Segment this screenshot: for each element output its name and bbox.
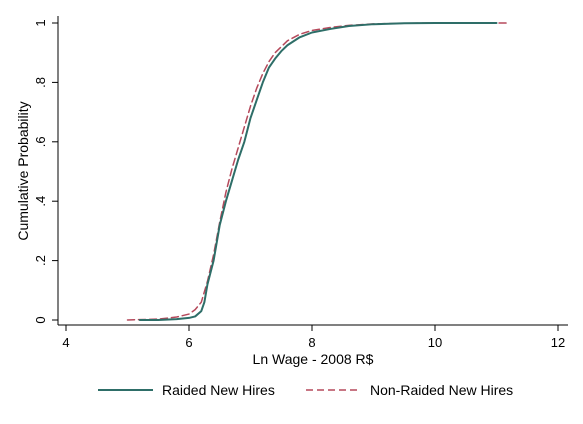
legend-label-raided: Raided New Hires	[162, 382, 275, 398]
y-axis-title: Cumulative Probability	[15, 101, 31, 240]
x-ticks: 4 6 8 10 12	[62, 325, 565, 350]
plot-area: 4 6 8 10 12 0 .2 .4 .6 .8 1	[33, 16, 568, 350]
y-tick-label: .8	[33, 77, 48, 88]
series-line-raided	[138, 22, 498, 321]
x-tick-label: 10	[428, 335, 442, 350]
y-tick-label: .6	[33, 136, 48, 147]
x-tick-label: 4	[62, 335, 69, 350]
y-ticks: 0 .2 .4 .6 .8 1	[33, 19, 58, 324]
y-tick-label: .2	[33, 255, 48, 266]
x-tick-label: 6	[185, 335, 192, 350]
legend-label-non-raided: Non-Raided New Hires	[370, 382, 513, 398]
legend: Raided New Hires Non-Raided New Hires	[98, 382, 513, 398]
y-tick-label: 1	[33, 19, 48, 26]
series-line-non-raided	[126, 22, 510, 321]
x-axis-title: Ln Wage - 2008 R$	[253, 351, 374, 367]
series-layer	[126, 22, 510, 321]
y-tick-label: 0	[33, 316, 48, 323]
x-tick-label: 8	[308, 335, 315, 350]
x-tick-label: 12	[551, 335, 565, 350]
y-tick-label: .4	[33, 196, 48, 207]
